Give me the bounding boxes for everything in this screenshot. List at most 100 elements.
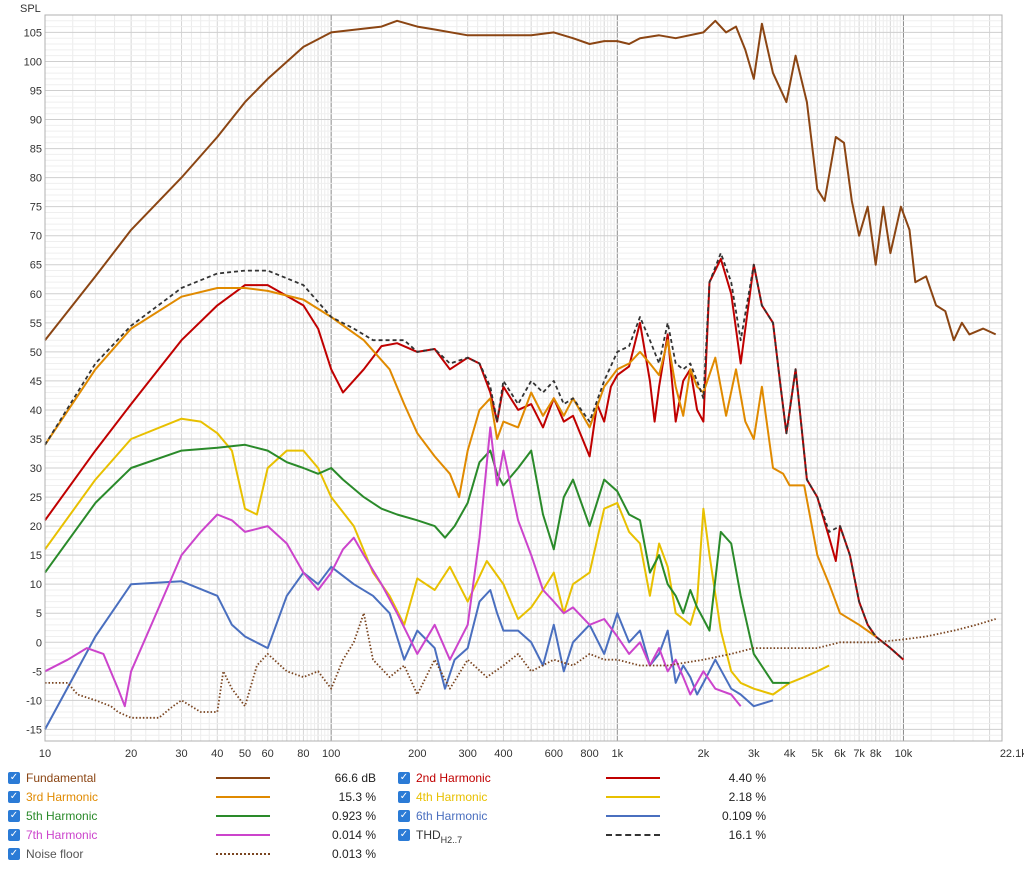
legend-entry: ✓ THDH2..7 16.1 % (398, 825, 766, 845)
legend-value: 0.109 % (721, 808, 766, 823)
legend-label: 3rd Harmonic (26, 789, 99, 804)
legend-swatch (606, 814, 660, 817)
y-tick-label: 0 (36, 637, 42, 649)
legend-label: Fundamental (26, 770, 97, 785)
legend-swatch (216, 814, 270, 817)
legend-value: 0.014 % (331, 827, 376, 842)
legend-subscript: H2..7 (440, 834, 463, 845)
x-tick-label: 10k (895, 748, 913, 760)
x-tick-label: 6k (834, 748, 846, 760)
legend-value: 2.18 % (728, 789, 766, 804)
legend-entry: ✓ Fundamental 66.6 dB (8, 768, 376, 787)
y-tick-label: 75 (30, 202, 42, 214)
y-tick-label: 10 (30, 579, 42, 591)
y-tick-label: 80 (30, 173, 42, 185)
x-tick-label: 4k (784, 748, 796, 760)
legend-entry: ✓ 7th Harmonic 0.014 % (8, 825, 376, 844)
legend-label: 2nd Harmonic (416, 770, 491, 785)
series-layer (44, 19, 997, 730)
tick-labels: 10 20 30 40 50 60 80 100 200 300 400 600 800 1k 2k 3k 4k… (24, 27, 1024, 760)
x-tick-label: 600 (545, 748, 563, 760)
x-tick-label: 3k (748, 748, 760, 760)
legend-entry: ✓ 4th Harmonic 2.18 % (398, 787, 766, 806)
y-tick-label: 85 (30, 144, 42, 156)
legend-checkbox[interactable]: ✓ (398, 790, 410, 803)
y-tick-label: 70 (30, 231, 42, 243)
legend-entry: ✓ 6th Harmonic 0.109 % (398, 806, 766, 825)
x-tick-label: 200 (408, 748, 426, 760)
legend-value: 0.013 % (331, 846, 376, 861)
y-tick-label: 65 (30, 260, 42, 272)
y-tick-label: 45 (30, 376, 42, 388)
series-line-fundamental (44, 19, 997, 342)
legend-checkbox[interactable]: ✓ (8, 809, 20, 822)
legend-checkbox[interactable]: ✓ (398, 809, 410, 822)
legend-value: 15.3 % (338, 789, 376, 804)
y-tick-label: 40 (30, 405, 42, 417)
y-tick-label: 55 (30, 318, 42, 330)
y-tick-label: 50 (30, 347, 42, 359)
y-tick-label: 30 (30, 463, 42, 475)
plot-frame (44, 14, 1003, 742)
x-tick-label: 30 (175, 748, 187, 760)
x-tick-label: 100 (322, 748, 340, 760)
legend-checkbox[interactable]: ✓ (8, 828, 20, 841)
y-axis-label: SPL (20, 3, 41, 15)
series-line-5th-harmonic (44, 443, 790, 684)
x-tick-label: 8k (870, 748, 882, 760)
legend-value: 66.6 dB (334, 770, 376, 785)
legend-label: 4th Harmonic (416, 789, 488, 804)
x-tick-label: 40 (211, 748, 223, 760)
legend-swatch (606, 776, 660, 779)
legend-checkbox[interactable]: ✓ (8, 771, 20, 784)
y-tick-label: -5 (32, 666, 42, 678)
legend-swatch (216, 776, 270, 779)
x-tick-label: 300 (458, 748, 476, 760)
legend-swatch (216, 833, 270, 836)
x-tick-label: 20 (125, 748, 137, 760)
legend-checkbox[interactable]: ✓ (398, 771, 410, 784)
legend-entry: ✓ Noise floor 0.013 % (8, 844, 376, 863)
y-tick-label: 35 (30, 434, 42, 446)
legend-value: 4.40 % (728, 770, 766, 785)
legend-entry: ✓ 3rd Harmonic 15.3 % (8, 787, 376, 806)
legend-label: 6th Harmonic (416, 808, 488, 823)
legend-swatch (606, 795, 660, 798)
plot-grid (44, 15, 1002, 741)
y-tick-label: -10 (26, 695, 42, 707)
y-tick-label: 15 (30, 550, 42, 562)
x-tick-label: 400 (494, 748, 512, 760)
legend-checkbox[interactable]: ✓ (8, 790, 20, 803)
y-tick-label: 100 (24, 56, 42, 68)
legend-entry: ✓ 5th Harmonic 0.923 % (8, 806, 376, 825)
x-tick-label: 1k (611, 748, 623, 760)
spl-chart: SPL 10 20 30 40 50 60 80 100 200 300 400 600 800 1k 2k… (20, 3, 1024, 760)
series-line-noise-floor (45, 612, 996, 719)
legend-swatch (216, 852, 270, 855)
x-tick-label: 7k (853, 748, 865, 760)
y-tick-label: 5 (36, 608, 42, 620)
series-line-2nd-harmonic (44, 257, 905, 661)
series-line-thd (44, 252, 905, 661)
y-tick-label: 105 (24, 27, 42, 39)
y-tick-label: 95 (30, 86, 42, 98)
legend-checkbox[interactable]: ✓ (398, 828, 410, 841)
x-tick-label: 80 (297, 748, 309, 760)
legend-label: Noise floor (26, 846, 84, 861)
x-tick-label: 5k (811, 748, 823, 760)
y-tick-label: -15 (26, 724, 42, 736)
legend-entry: ✓ 2nd Harmonic 4.40 % (398, 768, 766, 787)
x-tick-label: 50 (239, 748, 251, 760)
legend-checkbox[interactable]: ✓ (8, 847, 20, 860)
y-tick-label: 25 (30, 492, 42, 504)
legend-swatch (216, 795, 270, 798)
x-tick-label: 2k (698, 748, 710, 760)
y-tick-label: 20 (30, 521, 42, 533)
y-tick-label: 90 (30, 115, 42, 127)
legend-value: 0.923 % (331, 808, 376, 823)
legend-value: 16.1 % (728, 827, 766, 842)
x-tick-label: 800 (580, 748, 598, 760)
x-tick-label: 22.1kHz (1000, 748, 1024, 760)
x-tick-label: 10 (39, 748, 51, 760)
legend-label: THDH2..7 (416, 827, 463, 845)
